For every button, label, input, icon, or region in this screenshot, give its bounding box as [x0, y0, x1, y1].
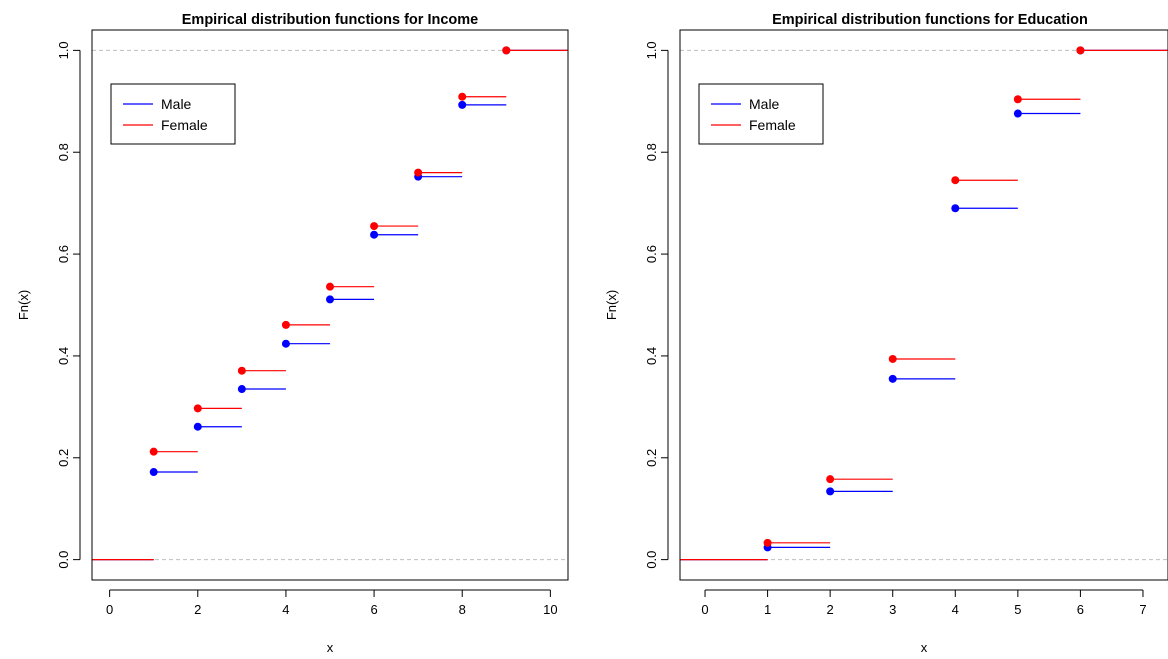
x-tick-label: 10 [543, 602, 557, 617]
series-female [92, 46, 568, 561]
y-tick-label: 0.2 [644, 449, 659, 467]
legend-label-female: Female [749, 117, 796, 133]
plot-area [92, 46, 568, 561]
step-point [326, 295, 334, 304]
y-tick-label: 0.0 [56, 551, 71, 569]
x-axis-label: x [921, 640, 928, 655]
step-point [502, 46, 511, 55]
x-axis-label: x [327, 640, 334, 655]
x-tick-label: 3 [889, 602, 896, 617]
step-point [888, 374, 897, 383]
x-tick-label: 0 [106, 602, 113, 617]
step-point [281, 320, 290, 329]
y-tick-label: 0.4 [56, 347, 71, 365]
y-tick-label: 0.8 [56, 143, 71, 161]
y-axis: 0.0 0.2 0.4 0.6 0.8 1.0 Fn(x) [16, 41, 81, 569]
x-tick-label: 2 [194, 602, 201, 617]
x-tick-label: 7 [1139, 602, 1146, 617]
step-point [326, 282, 334, 291]
x-tick-label: 4 [282, 602, 289, 617]
step-point [281, 339, 290, 348]
legend: Male Female [698, 83, 824, 145]
step-point [1013, 109, 1022, 118]
x-axis: 0 2 4 6 8 10 x [106, 589, 558, 655]
legend-box [110, 83, 236, 145]
step-point [951, 204, 960, 213]
plot-border [679, 29, 1168, 581]
y-tick-label: 0.6 [644, 245, 659, 263]
series-female [680, 46, 1168, 561]
step-point [370, 230, 379, 239]
chart-panel-2: Empirical distribution functions for Edu… [604, 12, 1168, 655]
y-tick-label: 1.0 [644, 41, 659, 59]
x-tick-label: 6 [1077, 602, 1084, 617]
x-tick-label: 1 [764, 602, 771, 617]
legend-label-male: Male [161, 96, 192, 112]
legend-box [698, 83, 824, 145]
y-axis-label: Fn(x) [604, 290, 619, 320]
step-point [1076, 46, 1085, 55]
step-point [414, 168, 423, 177]
x-tick-label: 6 [370, 602, 377, 617]
step-point [193, 422, 202, 431]
x-tick-label: 8 [459, 602, 466, 617]
step-point [951, 176, 960, 185]
plot-area [680, 46, 1168, 561]
legend: Male Female [110, 83, 236, 145]
step-point [193, 404, 202, 413]
chart-title: Empirical distribution functions for Inc… [182, 12, 478, 28]
legend-label-male: Male [749, 96, 780, 112]
step-point [458, 92, 467, 101]
y-tick-label: 0.4 [644, 347, 659, 365]
y-tick-label: 0.6 [56, 245, 71, 263]
step-point [826, 487, 835, 496]
y-tick-label: 1.0 [56, 41, 71, 59]
y-tick-label: 0.8 [644, 143, 659, 161]
step-point [370, 222, 379, 231]
x-tick-label: 4 [952, 602, 959, 617]
chart-title: Empirical distribution functions for Edu… [772, 12, 1088, 28]
x-tick-label: 0 [701, 602, 708, 617]
y-tick-label: 0.0 [644, 551, 659, 569]
step-point [149, 468, 158, 477]
x-tick-label: 2 [827, 602, 834, 617]
step-point [237, 366, 246, 375]
y-axis-label: Fn(x) [16, 290, 31, 320]
chart-panel-1: Empirical distribution functions for Inc… [16, 12, 569, 655]
y-axis: 0.0 0.2 0.4 0.6 0.8 1.0 Fn(x) [604, 41, 669, 569]
step-point [237, 385, 246, 394]
step-point [1013, 95, 1022, 104]
step-point [763, 538, 772, 547]
x-axis: 0 1 2 3 4 5 6 7 x [701, 589, 1147, 655]
step-point [458, 100, 467, 109]
y-tick-label: 0.2 [56, 449, 71, 467]
step-point [826, 475, 835, 484]
step-point [888, 354, 897, 363]
legend-label-female: Female [161, 117, 208, 133]
x-tick-label: 5 [1014, 602, 1021, 617]
plot-border [91, 29, 569, 581]
step-point [149, 447, 158, 456]
